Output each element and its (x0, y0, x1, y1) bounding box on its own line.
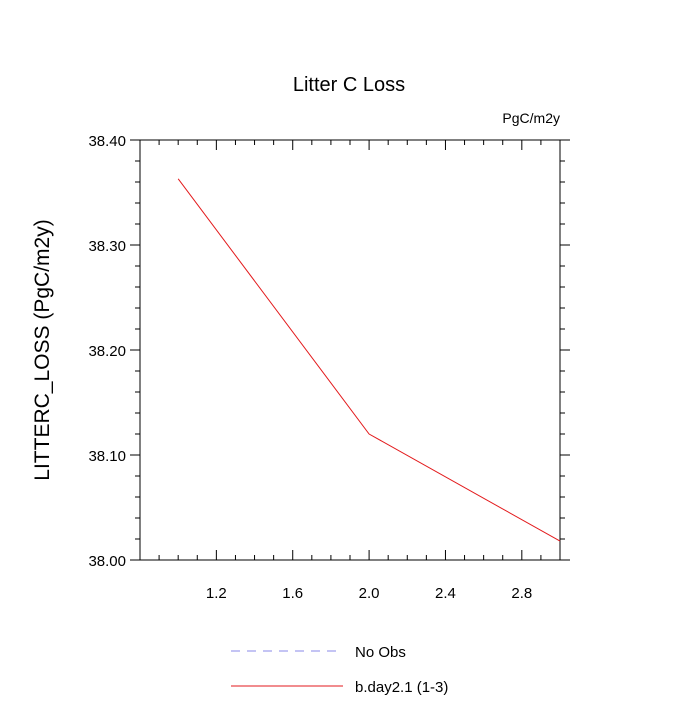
x-tick-label: 2.8 (511, 585, 532, 602)
y-tick-label: 38.20 (88, 343, 126, 360)
y-tick-label: 38.30 (88, 238, 126, 255)
units-label: PgC/m2y (502, 110, 560, 126)
x-tick-label: 2.0 (359, 585, 380, 602)
y-tick-label: 38.00 (88, 553, 126, 570)
legend: No Obs b.day2.1 (1-3) (231, 644, 448, 696)
x-tick-label: 2.4 (435, 585, 456, 602)
x-tick-label: 1.2 (206, 585, 227, 602)
y-tick-label: 38.10 (88, 448, 126, 465)
series-line-1 (177, 178, 561, 542)
plot-frame (139, 139, 561, 561)
axes: 1.2 1.6 2.0 2.4 2.8 38.00 38.10 38.20 38.30 38.40 (88, 133, 570, 602)
legend-label: b.day2.1 (1-3) (355, 679, 448, 696)
chart-title: Litter C Loss (293, 74, 405, 96)
legend-label: No Obs (355, 644, 406, 661)
y-tick-label: 38.40 (88, 133, 126, 150)
x-tick-label: 1.6 (282, 585, 303, 602)
y-axis-label: LITTERC_LOSS (PgC/m2y) (31, 219, 54, 480)
series-layer (177, 178, 561, 542)
